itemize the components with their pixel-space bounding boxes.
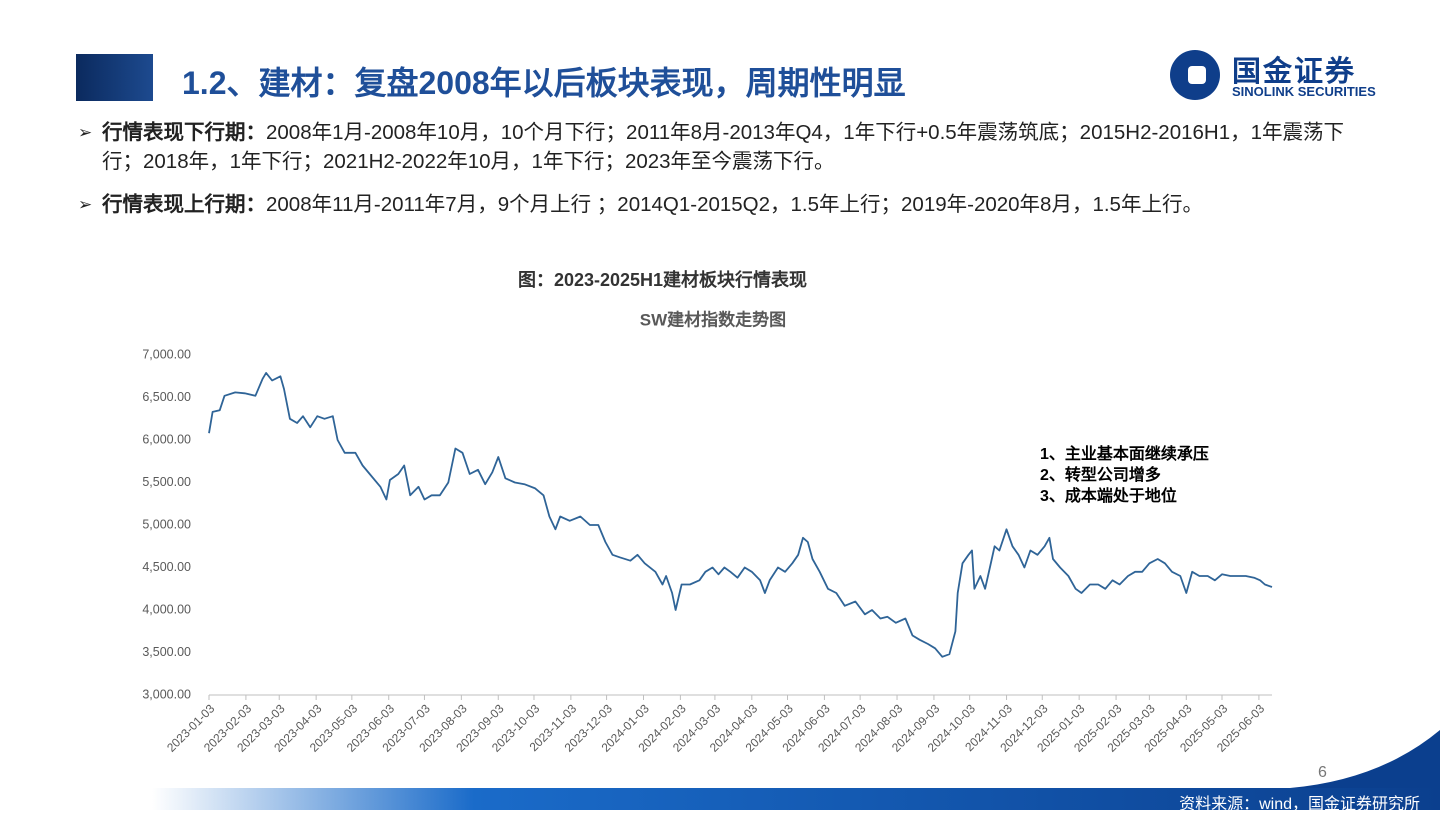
logo-cn: 国金证券 bbox=[1232, 56, 1357, 88]
bullet-text: 2008年11月-2011年7月，9个月上行 ；2014Q1-2015Q2，1.… bbox=[266, 193, 1203, 216]
chart-title: SW建材指数走势图 bbox=[640, 309, 786, 329]
annotation: 1、主业基本面继续承压 bbox=[1040, 444, 1209, 463]
footer-bar: 资料来源：wind，国金证券研究所 bbox=[152, 788, 1440, 813]
annotation: 2、转型公司增多 bbox=[1040, 465, 1161, 484]
logo-en: SINOLINK SECURITIES bbox=[1232, 84, 1376, 99]
title-block bbox=[76, 54, 153, 101]
y-tick-label: 6,000.00 bbox=[142, 432, 191, 446]
corner-decoration bbox=[1290, 730, 1440, 790]
bullet: 行情表现上行期：2008年11月-2011年7月，9个月上行 ；2014Q1-2… bbox=[78, 190, 1363, 219]
index-line bbox=[208, 372, 1273, 658]
slide-title: 1.2、建材：复盘2008年以后板块表现，周期性明显 bbox=[182, 65, 906, 101]
bullet-list: 行情表现下行期：2008年1月-2008年10月，10个月下行；2011年8月-… bbox=[78, 118, 1363, 233]
source-note: 资料来源：wind，国金证券研究所 bbox=[1179, 796, 1420, 813]
y-tick-label: 5,000.00 bbox=[142, 517, 191, 531]
page-number: 6 bbox=[1318, 764, 1327, 781]
figure-caption: 图：2023-2025H1建材板块行情表现 bbox=[517, 270, 808, 290]
y-tick-label: 3,000.00 bbox=[142, 687, 191, 701]
y-tick-label: 6,500.00 bbox=[142, 390, 191, 404]
bullet: 行情表现下行期：2008年1月-2008年10月，10个月下行；2011年8月-… bbox=[78, 118, 1363, 176]
logo-icon bbox=[1170, 50, 1220, 100]
y-tick-label: 4,500.00 bbox=[142, 560, 191, 574]
y-tick-label: 5,500.00 bbox=[142, 475, 191, 489]
y-tick-label: 4,000.00 bbox=[142, 602, 191, 616]
logo: 国金证券 SINOLINK SECURITIES bbox=[1170, 48, 1410, 104]
y-tick-label: 7,000.00 bbox=[142, 347, 191, 361]
corner-swoosh bbox=[1290, 730, 1440, 790]
bullet-label: 行情表现下行期： bbox=[102, 121, 266, 144]
annotation: 3、成本端处于地位 bbox=[1040, 486, 1177, 505]
bullet-label: 行情表现上行期： bbox=[102, 193, 266, 216]
bullet-text: 2008年1月-2008年10月，10个月下行；2011年8月-2013年Q4，… bbox=[102, 121, 1345, 173]
y-tick-label: 3,500.00 bbox=[142, 645, 191, 659]
